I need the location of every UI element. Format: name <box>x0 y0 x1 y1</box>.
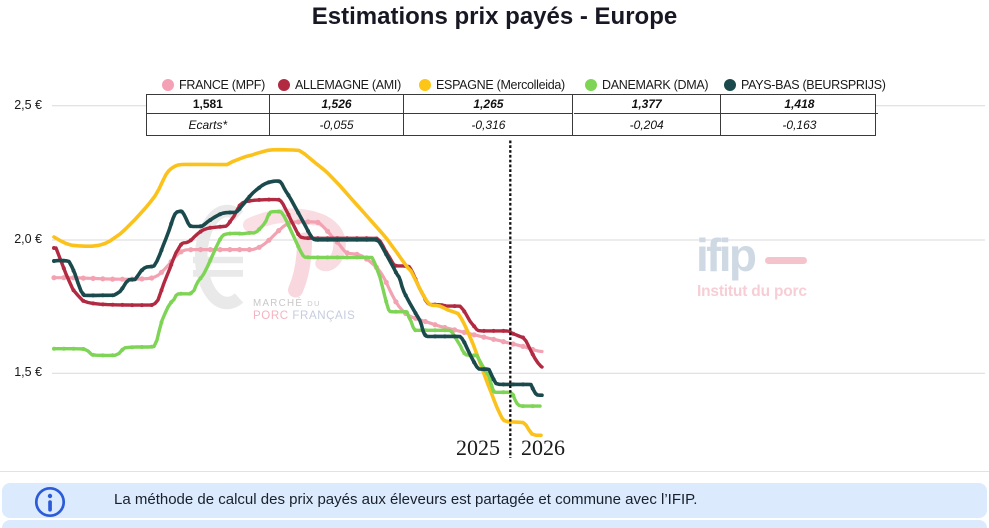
svg-text:ifip: ifip <box>696 229 757 281</box>
svg-text:PORC FRANÇAIS: PORC FRANÇAIS <box>253 310 355 322</box>
svg-text:MARCHÉ DU: MARCHÉ DU <box>253 298 321 309</box>
svg-text:Institut du porc: Institut du porc <box>697 283 807 300</box>
